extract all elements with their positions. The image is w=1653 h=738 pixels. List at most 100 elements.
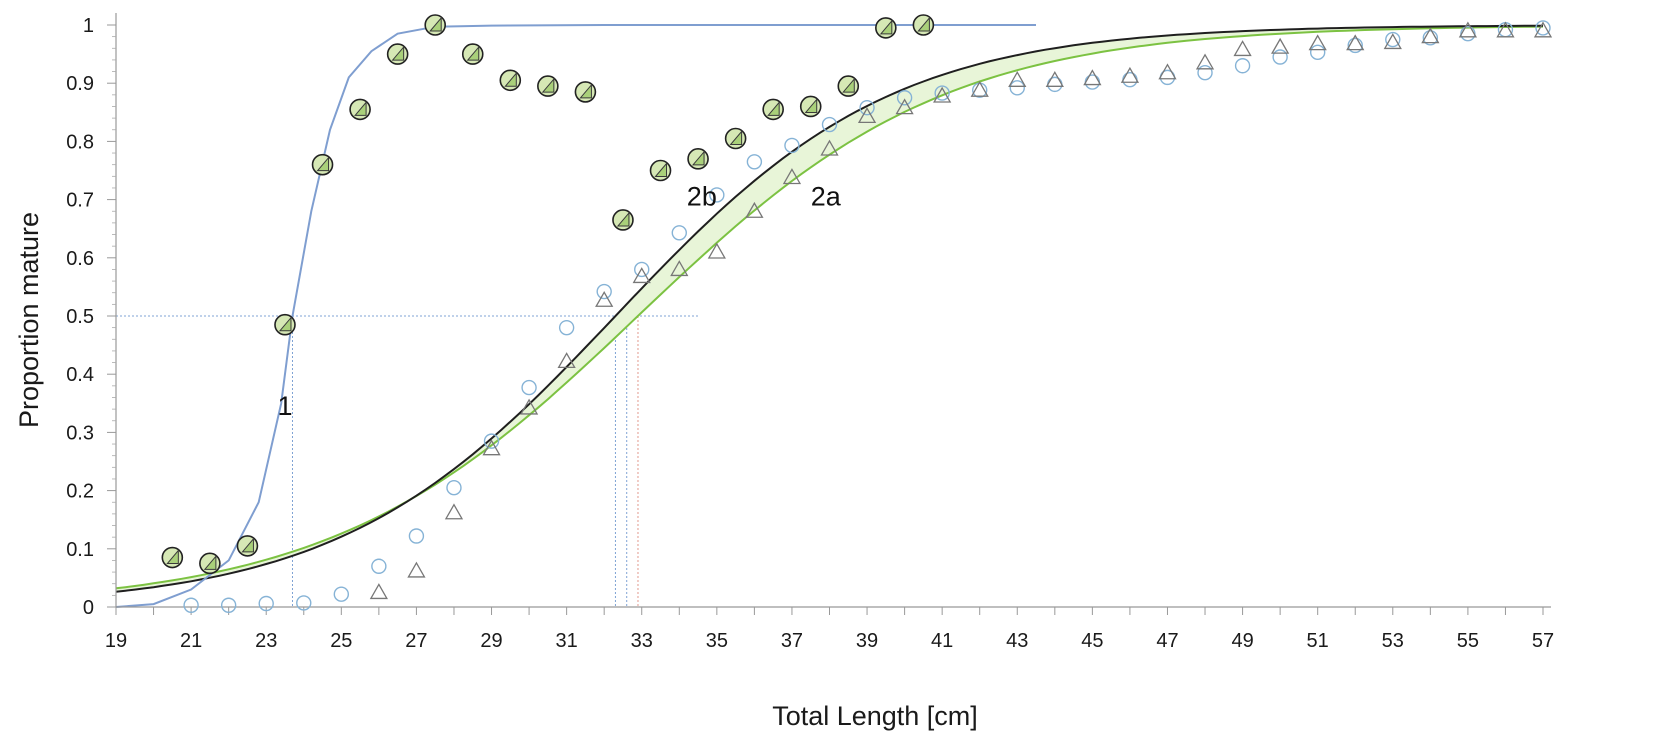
data-point-filled-triangle — [391, 45, 405, 61]
data-point-filled-triangle — [241, 537, 254, 553]
x-tick-label: 39 — [856, 630, 878, 652]
data-point-filled-triangle — [466, 45, 480, 61]
data-point-circle — [258, 595, 274, 612]
data-point-triangle — [1458, 21, 1478, 38]
x-tick-label: 49 — [1231, 630, 1253, 652]
data-point-filled-triangle — [842, 77, 855, 93]
confidence-band — [116, 25, 1543, 592]
x-tick-label: 29 — [480, 630, 502, 652]
data-point-circle — [1122, 72, 1138, 88]
markers-layer — [161, 14, 1553, 613]
x-tick-label: 53 — [1382, 630, 1404, 652]
data-point-filled-triangle — [203, 554, 217, 570]
x-tick-label: 31 — [556, 630, 578, 652]
data-point-circle — [821, 116, 838, 133]
x-tick-label: 33 — [631, 630, 653, 652]
data-point-circle — [1234, 58, 1251, 74]
x-tick-label: 57 — [1532, 630, 1554, 652]
data-point-triangle — [369, 583, 388, 600]
data-point-triangle — [857, 107, 877, 124]
data-point-triangle — [519, 398, 539, 415]
data-point-triangle — [444, 503, 464, 520]
data-point-triangle — [1120, 66, 1140, 83]
data-point-triangle — [407, 561, 426, 578]
data-point-triangle — [1083, 69, 1102, 86]
data-point-filled-triangle — [278, 316, 292, 332]
y-tick-label: 0.1 — [66, 539, 94, 561]
data-point-circle — [1347, 37, 1363, 54]
data-point-circle — [709, 187, 725, 203]
x-tick-label: 19 — [105, 630, 127, 652]
y-tick-label: 0.9 — [66, 73, 94, 95]
data-point-circle — [596, 283, 612, 300]
data-point-triangle — [782, 168, 802, 185]
y-axis-title: Proportion mature — [14, 212, 44, 428]
data-point-filled-triangle — [429, 16, 442, 32]
y-tick-label: 0.2 — [66, 481, 94, 503]
x-tick-label: 27 — [405, 630, 427, 652]
curve-label: 1 — [277, 391, 292, 421]
reference-lines-layer — [116, 315, 698, 607]
data-point-filled-triangle — [804, 98, 818, 113]
labels-layer: Total Length [cm] Proportion mature 1 2b 2… — [14, 181, 978, 731]
data-point-triangle — [895, 98, 914, 115]
x-tick-label: 41 — [931, 630, 953, 652]
y-tick-label: 0.3 — [66, 422, 94, 444]
data-point-filled-triangle — [541, 77, 555, 93]
data-point-filled-triangle — [354, 101, 367, 116]
data-point-triangle — [1346, 34, 1365, 51]
y-tick-label: 0.7 — [66, 190, 94, 212]
y-tick-label: 0.6 — [66, 248, 94, 270]
y-tick-label: 0 — [83, 597, 94, 619]
data-point-filled-triangle — [579, 83, 592, 99]
data-point-circle — [483, 433, 500, 449]
data-point-filled-triangle — [879, 19, 893, 35]
data-point-circle — [1422, 30, 1439, 46]
data-point-circle — [859, 99, 875, 116]
curve-2b — [115, 24, 1544, 593]
data-point-triangle — [1533, 21, 1553, 38]
x-tick-label: 25 — [330, 630, 352, 652]
curve-label: 2b — [687, 181, 717, 211]
data-point-triangle — [1045, 70, 1064, 87]
data-point-circle — [408, 528, 425, 544]
data-point-triangle — [1308, 34, 1327, 51]
data-point-circle — [1009, 80, 1025, 96]
data-point-triangle — [933, 86, 952, 103]
data-point-triangle — [1158, 63, 1177, 80]
data-point-triangle — [1008, 70, 1027, 87]
y-tick-label: 1 — [83, 15, 94, 37]
data-point-filled-triangle — [504, 71, 517, 87]
data-point-filled-triangle — [729, 130, 743, 145]
data-point-triangle — [482, 439, 501, 456]
data-point-circle — [1309, 44, 1326, 61]
data-point-circle — [746, 154, 763, 170]
data-point-triangle — [707, 242, 726, 259]
confidence-band-layer — [116, 25, 1543, 592]
data-point-circle — [1460, 26, 1476, 42]
x-tick-label: 55 — [1457, 630, 1479, 652]
data-point-triangle — [1496, 21, 1515, 38]
x-tick-label: 43 — [1006, 630, 1028, 652]
data-point-circle — [896, 90, 913, 106]
data-point-filled-triangle — [767, 101, 780, 116]
data-point-triangle — [1421, 27, 1440, 44]
data-point-triangle — [820, 139, 839, 156]
y-tick-label: 0.4 — [66, 364, 94, 386]
data-point-triangle — [557, 352, 576, 369]
data-point-circle — [333, 586, 350, 602]
data-point-circle — [1272, 49, 1288, 65]
x-tick-label: 35 — [706, 630, 728, 652]
data-point-triangle — [1383, 33, 1402, 50]
data-point-circle — [183, 597, 199, 613]
curve-2a — [115, 25, 1544, 590]
data-point-filled-triangle — [316, 156, 330, 172]
data-point-triangle — [745, 201, 764, 218]
data-point-filled-triangle — [616, 211, 630, 227]
x-tick-label: 47 — [1156, 630, 1178, 652]
data-point-circle — [220, 597, 237, 613]
data-point-triangle — [595, 290, 614, 307]
data-point-circle — [1047, 76, 1063, 93]
data-point-circle — [1535, 20, 1551, 36]
